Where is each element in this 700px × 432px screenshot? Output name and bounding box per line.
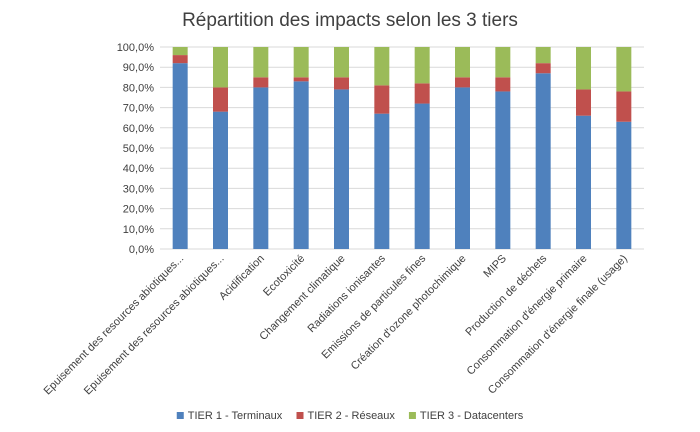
grid-layer bbox=[160, 46, 644, 250]
bars-layer bbox=[172, 47, 632, 250]
y-tick-label: 50,0% bbox=[123, 143, 154, 155]
chart-title: Répartition des impacts selon les 3 tier… bbox=[182, 10, 518, 31]
x-axis: Epuisement des resources abiotiques...Ep… bbox=[42, 252, 630, 397]
bar-segment-series-3 bbox=[334, 47, 349, 78]
x-tick-label: Radiations ionisantes bbox=[306, 252, 389, 335]
bar-segment-series-2 bbox=[334, 77, 349, 90]
y-tick-label: 0,0% bbox=[129, 244, 154, 256]
y-tick-label: 80,0% bbox=[123, 82, 154, 94]
y-tick-label: 70,0% bbox=[123, 103, 154, 115]
y-tick-label: 20,0% bbox=[123, 204, 154, 216]
y-tick-label: 30,0% bbox=[123, 183, 154, 195]
bar-segment-series-1 bbox=[293, 81, 309, 249]
bar-segment-series-1 bbox=[374, 113, 390, 249]
bar-segment-series-3 bbox=[616, 47, 632, 92]
bar-segment-series-2 bbox=[213, 87, 228, 112]
bar-segment-series-1 bbox=[172, 63, 188, 249]
bar-segment-series-1 bbox=[334, 89, 349, 249]
legend: TIER 1 - Terminaux TIER 2 - Réseaux TIER 3… bbox=[176, 410, 524, 422]
bar-segment-series-3 bbox=[253, 47, 269, 78]
bar-segment-series-1 bbox=[213, 111, 228, 249]
bar-segment-series-3 bbox=[293, 47, 309, 78]
bar-segment-series-1 bbox=[253, 87, 269, 250]
x-tick-label: Epuisement des resources abiotiques... bbox=[82, 253, 227, 398]
bar-segment-series-2 bbox=[293, 77, 309, 82]
bar-segment-series-2 bbox=[374, 85, 390, 114]
y-tick-label: 60,0% bbox=[123, 123, 154, 135]
bar-segment-series-2 bbox=[253, 77, 269, 88]
bar-segment-series-2 bbox=[616, 91, 632, 122]
bar-segment-series-3 bbox=[495, 47, 511, 78]
bar-segment-series-1 bbox=[495, 91, 511, 249]
y-tick-label: 10,0% bbox=[123, 224, 154, 236]
bar-segment-series-3 bbox=[576, 47, 591, 90]
bar-segment-series-1 bbox=[535, 73, 551, 249]
bar-segment-series-2 bbox=[576, 89, 591, 116]
y-tick-label: 100,0% bbox=[117, 42, 155, 54]
bar-segment-series-3 bbox=[414, 47, 430, 84]
legend-label: TIER 3 - Datacenters bbox=[420, 410, 524, 422]
bar-segment-series-2 bbox=[414, 83, 430, 104]
legend-swatch-series-1 bbox=[176, 412, 184, 419]
x-tick-label: Consommation d'énergie finale (usage) bbox=[486, 253, 630, 397]
bar-segment-series-3 bbox=[535, 47, 551, 64]
legend-swatch-series-3 bbox=[408, 412, 416, 419]
y-tick-label: 40,0% bbox=[123, 163, 154, 175]
bar-segment-series-3 bbox=[374, 47, 390, 86]
legend-label: TIER 2 - Réseaux bbox=[308, 410, 396, 422]
bar-segment-series-1 bbox=[576, 115, 591, 250]
bar-segment-series-2 bbox=[495, 77, 511, 92]
bar-segment-series-2 bbox=[172, 55, 188, 64]
bar-segment-series-1 bbox=[455, 87, 470, 250]
bar-segment-series-2 bbox=[455, 77, 470, 88]
legend-label: TIER 1 - Terminaux bbox=[188, 410, 283, 422]
legend-swatch-series-2 bbox=[296, 412, 304, 419]
x-tick-label: MIPS bbox=[481, 253, 509, 281]
bar-segment-series-3 bbox=[213, 47, 228, 88]
bar-segment-series-3 bbox=[455, 47, 470, 78]
bar-segment-series-1 bbox=[414, 103, 430, 249]
bar-segment-series-1 bbox=[616, 121, 632, 249]
x-tick-label: Production de déchets bbox=[463, 252, 549, 338]
y-axis: 0,0% 10,0% 20,0% 30,0% 40,0% 50,0% 60,0% 70,0% 8… bbox=[117, 42, 155, 256]
y-tick-label: 90,0% bbox=[123, 62, 154, 74]
bar-segment-series-2 bbox=[535, 63, 551, 74]
x-tick-label: Epuisement des resources abiotiques... bbox=[42, 253, 187, 398]
bar-segment-series-3 bbox=[172, 47, 188, 56]
